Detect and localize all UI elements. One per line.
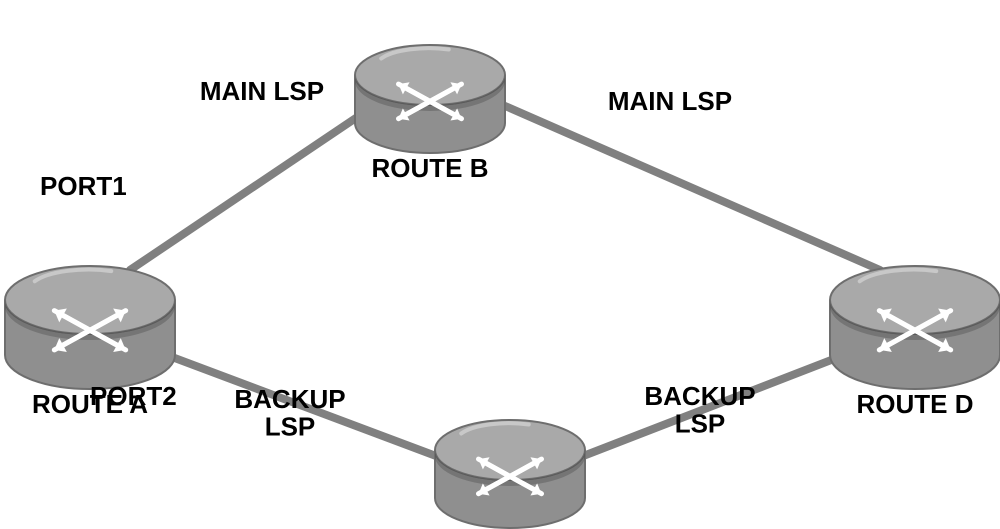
edge-1: MAIN LSP	[480, 86, 880, 270]
edge-0: MAIN LSP	[130, 76, 390, 270]
edge-label-2: BACKUPLSP	[234, 384, 345, 441]
router-label-b: ROUTE B	[372, 153, 489, 183]
router-c: ROUTE C	[435, 420, 585, 529]
edge-label-1: MAIN LSP	[608, 86, 732, 116]
port1-label: PORT1	[40, 171, 127, 201]
router-label-d: ROUTE D	[857, 389, 974, 419]
edge-2: BACKUPLSP	[140, 345, 460, 465]
router-b: ROUTE B	[355, 45, 505, 183]
port2-label: PORT2	[90, 381, 177, 411]
router-d: ROUTE D	[830, 266, 1000, 419]
edge-label-0: MAIN LSP	[200, 76, 324, 106]
edge-3: BACKUPLSP	[560, 345, 870, 465]
